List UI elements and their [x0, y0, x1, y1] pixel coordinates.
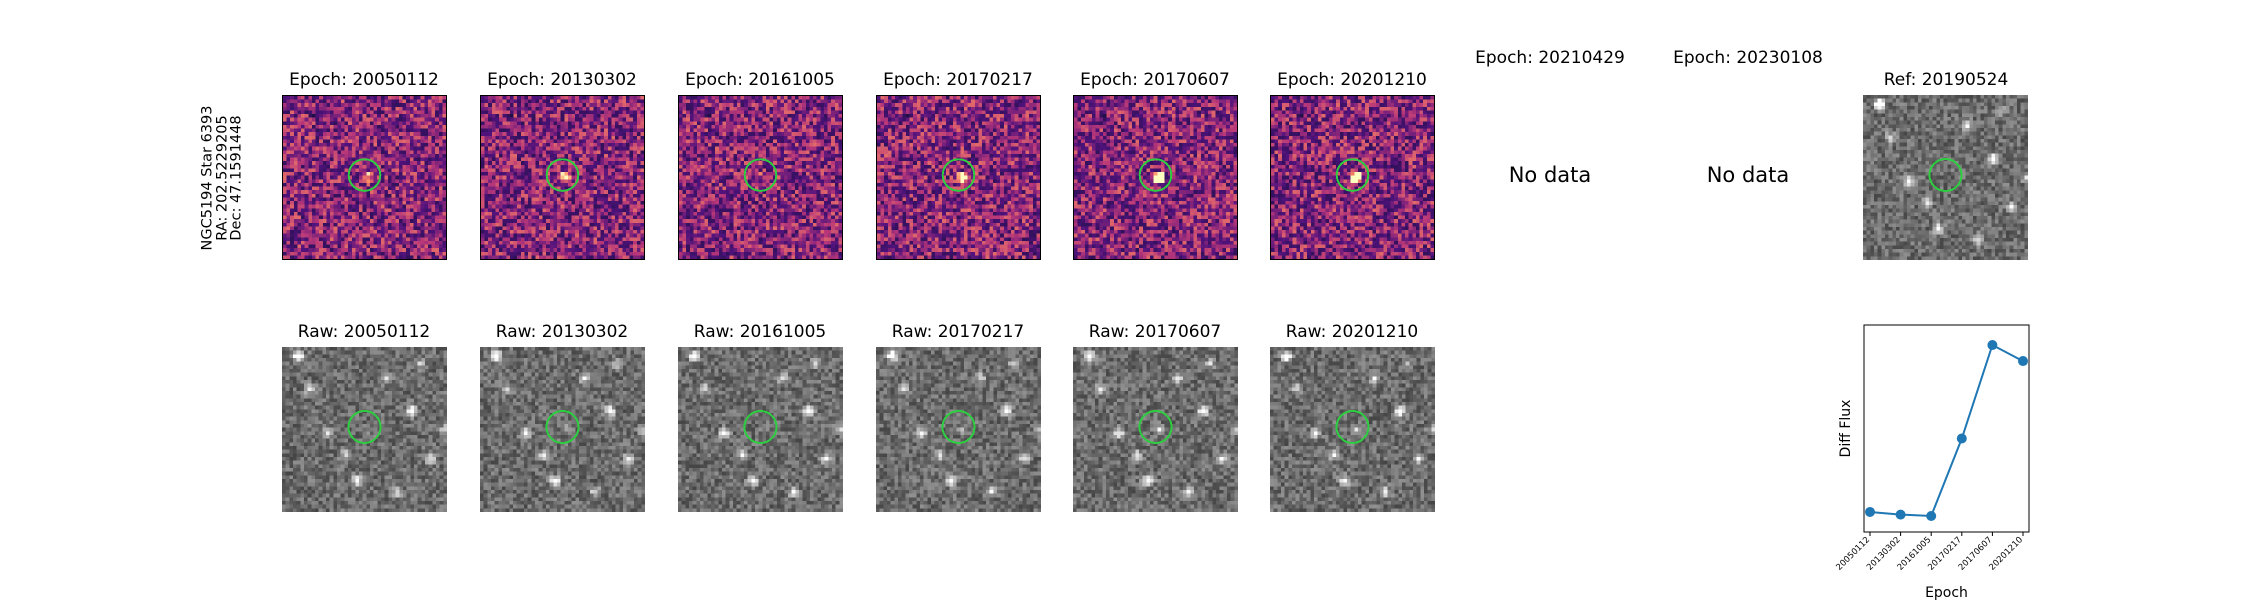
aperture-circle	[743, 158, 778, 192]
data-point-1	[1865, 506, 1875, 517]
diff-title-6: Epoch: 20201210	[1277, 70, 1427, 90]
diff-title-1: Epoch: 20050112	[289, 70, 439, 90]
data-point-4	[1956, 433, 1967, 444]
target-ra: RA: 202.5229205	[214, 106, 230, 251]
data-point-5	[1987, 340, 1998, 351]
raw-title-2: Raw: 20130302	[496, 322, 629, 342]
diff-image-1	[282, 95, 447, 260]
data-point-2	[1895, 509, 1906, 520]
diff-image-4	[876, 95, 1041, 260]
raw-image-4	[876, 347, 1041, 512]
aperture-circle	[1335, 158, 1370, 192]
target-label: NGC5194 Star 6393 RA: 202.5229205 Dec: 4…	[199, 106, 244, 251]
aperture-circle	[1138, 158, 1173, 192]
y-axis-label: Diff Flux	[1838, 400, 1854, 458]
aperture-circle	[1138, 410, 1173, 444]
plot-frame	[1863, 324, 2030, 533]
light-curve-chart: 2005011220130302201610052017021720170607…	[1834, 324, 2030, 600]
aperture-circle	[1928, 158, 1963, 192]
diff-title-5: Epoch: 20170607	[1080, 70, 1230, 90]
diff-title-7: Epoch: 20210429	[1475, 48, 1625, 68]
data-point-6	[2018, 356, 2028, 367]
diff-image-5	[1073, 95, 1238, 260]
diff-title-8: Epoch: 20230108	[1673, 48, 1823, 68]
aperture-circle	[941, 410, 976, 444]
no-data-label-8: No data	[1707, 163, 1790, 187]
aperture-circle	[743, 410, 778, 444]
diff-image-6	[1270, 95, 1435, 260]
raw-title-1: Raw: 20050112	[298, 322, 431, 342]
raw-image-3	[678, 347, 843, 512]
raw-image-6	[1270, 347, 1435, 512]
raw-title-4: Raw: 20170217	[892, 322, 1025, 342]
ref-title: Ref: 20190524	[1884, 70, 2009, 90]
raw-image-2	[480, 347, 645, 512]
diff-title-2: Epoch: 20130302	[487, 70, 637, 90]
diff-title-3: Epoch: 20161005	[685, 70, 835, 90]
aperture-circle	[941, 158, 976, 192]
raw-image-5	[1073, 347, 1238, 512]
aperture-circle	[545, 158, 580, 192]
aperture-circle	[1335, 410, 1370, 444]
diff-title-4: Epoch: 20170217	[883, 70, 1033, 90]
aperture-circle	[347, 410, 382, 444]
target-dec: Dec: 47.1591448	[228, 106, 244, 251]
raw-title-3: Raw: 20161005	[694, 322, 827, 342]
ref-image	[1863, 95, 2028, 260]
no-data-label-7: No data	[1509, 163, 1592, 187]
series-line	[1869, 343, 2024, 518]
aperture-circle	[347, 158, 382, 192]
raw-title-6: Raw: 20201210	[1286, 322, 1419, 342]
raw-image-1	[282, 347, 447, 512]
target-name: NGC5194 Star 6393	[199, 106, 215, 251]
raw-title-5: Raw: 20170607	[1089, 322, 1222, 342]
x-axis-label: Epoch	[1925, 585, 1968, 600]
aperture-circle	[545, 410, 580, 444]
diff-image-2	[480, 95, 645, 260]
diff-image-3	[678, 95, 843, 260]
data-point-3	[1926, 510, 1937, 521]
